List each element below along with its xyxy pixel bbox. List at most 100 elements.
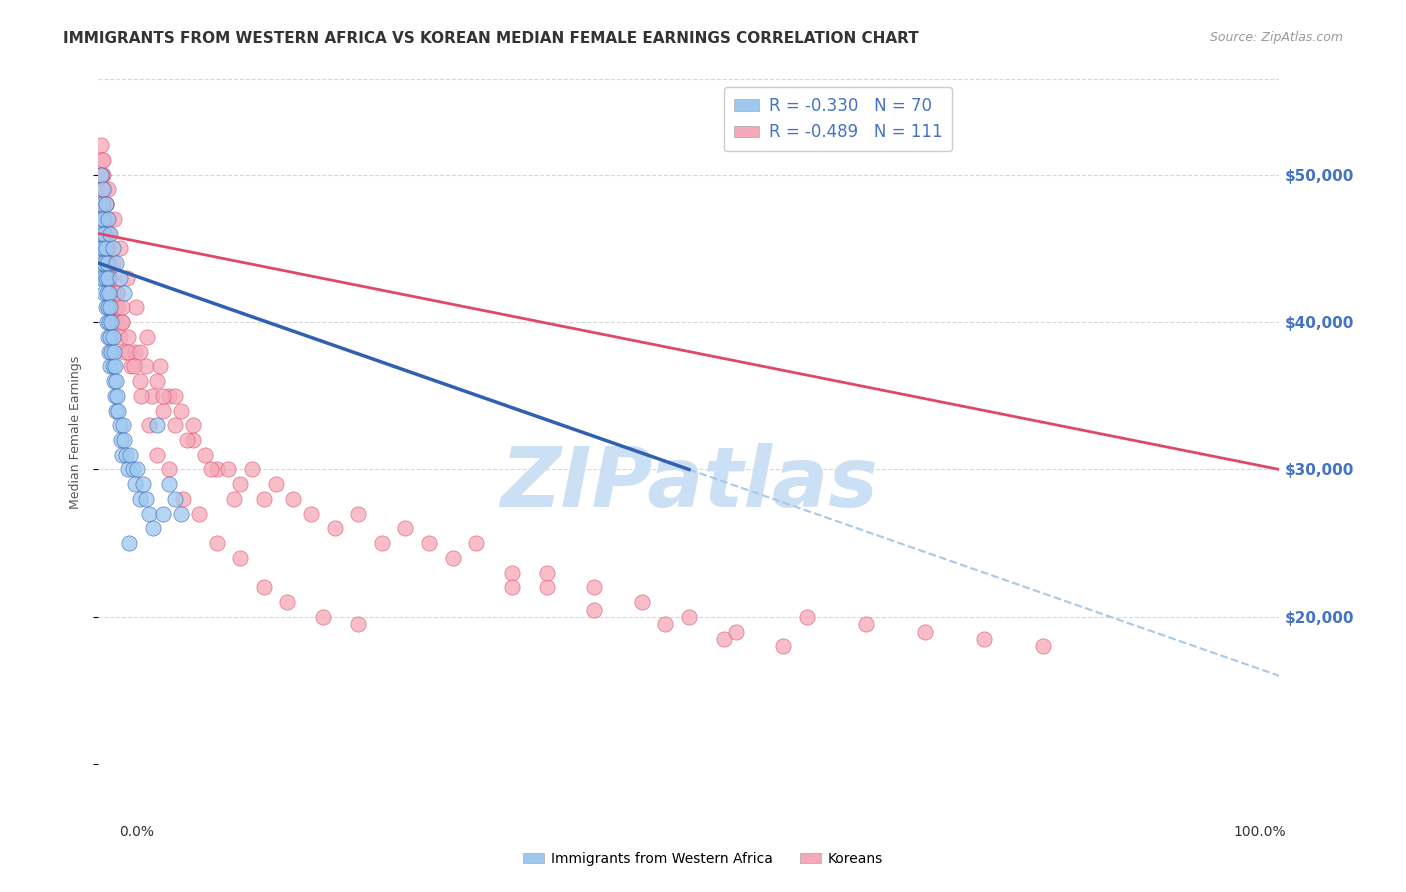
Point [536, 566, 558, 580]
Point [240, 462, 263, 476]
Point [111, 315, 134, 329]
Point [91, 211, 114, 226]
Point [97, 330, 120, 344]
Point [128, 344, 150, 359]
Point [187, 507, 209, 521]
Point [124, 477, 146, 491]
Point [111, 448, 134, 462]
Point [501, 566, 523, 580]
Point [111, 300, 134, 314]
Point [501, 581, 523, 595]
Point [121, 462, 143, 476]
Point [97, 270, 120, 285]
Point [165, 491, 187, 506]
Point [97, 211, 120, 226]
Point [172, 491, 194, 506]
Point [96, 256, 118, 270]
Point [94, 241, 117, 255]
Point [100, 344, 122, 359]
Point [205, 536, 228, 550]
Point [176, 433, 198, 447]
Point [276, 595, 298, 609]
Point [101, 241, 124, 255]
Point [107, 403, 129, 417]
Point [914, 624, 936, 639]
Point [112, 344, 135, 359]
Point [441, 551, 464, 566]
Point [93, 182, 115, 196]
Point [118, 536, 141, 550]
Point [157, 477, 180, 491]
Point [120, 448, 142, 462]
Point [91, 270, 114, 285]
Point [112, 285, 135, 300]
Point [105, 374, 128, 388]
Point [101, 359, 124, 374]
Point [128, 374, 150, 388]
Point [89, 270, 111, 285]
Text: IMMIGRANTS FROM WESTERN AFRICA VS KOREAN MEDIAN FEMALE EARNINGS CORRELATION CHAR: IMMIGRANTS FROM WESTERN AFRICA VS KOREAN… [63, 31, 920, 46]
Point [94, 197, 117, 211]
Point [96, 285, 118, 300]
Point [170, 403, 193, 417]
Point [146, 448, 169, 462]
Point [98, 270, 121, 285]
Point [89, 197, 111, 211]
Point [114, 448, 136, 462]
Point [165, 418, 187, 433]
Point [107, 300, 129, 314]
Point [713, 632, 735, 646]
Point [181, 433, 204, 447]
Point [394, 521, 416, 535]
Point [110, 433, 132, 447]
Point [181, 418, 204, 433]
Point [229, 477, 252, 491]
Point [91, 182, 114, 196]
Point [323, 521, 346, 535]
Point [104, 300, 127, 314]
Text: ZIPatlas: ZIPatlas [501, 442, 877, 524]
Y-axis label: Median Female Earnings: Median Female Earnings [69, 356, 83, 509]
Point [796, 610, 818, 624]
Point [94, 300, 117, 314]
Point [105, 403, 128, 417]
Point [299, 507, 322, 521]
Point [170, 507, 193, 521]
Point [264, 477, 287, 491]
Point [100, 270, 122, 285]
Legend: R = -0.330   N = 70, R = -0.489   N = 111: R = -0.330 N = 70, R = -0.489 N = 111 [724, 87, 952, 152]
Point [165, 389, 187, 403]
Point [104, 389, 127, 403]
Point [94, 197, 117, 211]
Point [101, 315, 124, 329]
Point [103, 211, 125, 226]
Point [91, 197, 114, 211]
Point [725, 624, 748, 639]
Point [98, 227, 121, 241]
Point [97, 227, 120, 241]
Point [91, 153, 114, 167]
Point [128, 491, 150, 506]
Point [103, 374, 125, 388]
Point [90, 138, 112, 153]
Point [94, 227, 117, 241]
Point [152, 403, 174, 417]
Point [253, 491, 276, 506]
Point [157, 462, 180, 476]
Point [205, 462, 228, 476]
Point [93, 227, 115, 241]
Point [152, 389, 174, 403]
Point [98, 330, 121, 344]
Point [98, 241, 121, 255]
Point [98, 344, 121, 359]
Point [141, 389, 163, 403]
Point [105, 256, 128, 270]
Point [152, 507, 174, 521]
Point [138, 418, 160, 433]
Point [98, 285, 121, 300]
Point [90, 168, 112, 182]
Point [135, 330, 157, 344]
Point [149, 359, 172, 374]
Point [224, 491, 246, 506]
Legend: Immigrants from Western Africa, Koreans: Immigrants from Western Africa, Koreans [517, 847, 889, 871]
